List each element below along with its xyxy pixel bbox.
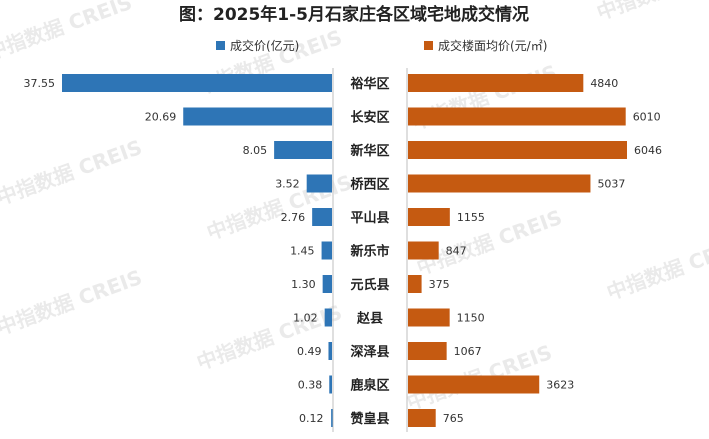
- price-value-label: 37.55: [24, 77, 56, 90]
- watermark-text: 中指数据 CREIS: [0, 265, 145, 340]
- legend: 成交价(亿元) 成交楼面均价(元/㎡): [216, 38, 547, 53]
- watermark-text: 中指数据 CREIS: [0, 0, 135, 65]
- floor-price-value-label: 375: [429, 278, 450, 291]
- category-label: 赞皇县: [349, 411, 389, 427]
- price-bar: [321, 241, 332, 260]
- floor-price-bar: [408, 241, 439, 260]
- price-bar: [331, 409, 333, 427]
- floor-price-value-label: 5037: [597, 178, 625, 191]
- floor-price-bar: [408, 342, 447, 360]
- legend-swatch-floor-price: [424, 41, 433, 50]
- floor-price-bar: [408, 141, 627, 159]
- floor-price-value-label: 1155: [457, 211, 485, 224]
- category-label: 新华区: [350, 143, 389, 159]
- price-value-label: 2.76: [281, 211, 306, 224]
- category-label: 新乐市: [350, 244, 389, 260]
- watermark-text: 中指数据 CREIS: [0, 135, 145, 210]
- price-value-label: 1.02: [293, 312, 318, 325]
- price-bar: [183, 107, 332, 126]
- category-label: 赵县: [356, 311, 383, 327]
- floor-price-value-label: 3623: [546, 379, 574, 392]
- floor-price-value-label: 1150: [457, 312, 485, 325]
- chart-title: 图：2025年1-5月石家庄各区域宅地成交情况: [179, 4, 529, 25]
- price-bar: [328, 342, 332, 360]
- category-label: 长安区: [350, 110, 389, 126]
- floor-price-bar: [408, 375, 540, 394]
- floor-price-bar: [408, 275, 422, 293]
- floor-price-value-label: 6046: [634, 144, 662, 157]
- floor-price-bar: [408, 409, 436, 427]
- watermark-text: 中指数据 CREIS: [604, 230, 709, 305]
- price-value-label: 3.52: [275, 178, 300, 191]
- category-label: 裕华区: [349, 76, 389, 92]
- floor-price-value-label: 847: [446, 245, 467, 258]
- floor-price-value-label: 765: [443, 412, 464, 425]
- watermark-text: 中指数据 CREIS: [194, 300, 346, 375]
- price-value-label: 0.49: [297, 345, 322, 358]
- price-bar: [324, 308, 332, 327]
- category-label: 平山县: [350, 210, 389, 226]
- category-label: 桥西区: [350, 177, 389, 193]
- price-bar: [274, 141, 332, 159]
- price-bar: [62, 74, 332, 92]
- floor-price-bar: [408, 74, 584, 92]
- bars-layer: 37.55 裕华区 4840 20.69 长安区 6010 8.05 新华区 6046 3.52 桥…: [24, 74, 662, 427]
- legend-swatch-price: [216, 41, 225, 50]
- floor-price-value-label: 1067: [454, 345, 482, 358]
- category-label: 元氏县: [350, 278, 389, 293]
- price-value-label: 0.38: [298, 379, 323, 392]
- category-label: 深泽县: [350, 344, 389, 360]
- legend-label-floor-price: 成交楼面均价(元/㎡): [438, 38, 547, 53]
- watermark-text: 中指数据 CREIS: [594, 0, 709, 25]
- floor-price-bar: [408, 208, 450, 226]
- price-bar: [306, 174, 332, 193]
- price-bar: [312, 208, 332, 226]
- price-bar: [322, 275, 332, 293]
- floor-price-bar: [408, 107, 626, 126]
- price-value-label: 8.05: [243, 144, 268, 157]
- price-value-label: 1.45: [290, 245, 315, 258]
- price-bar: [329, 375, 332, 394]
- floor-price-value-label: 6010: [633, 111, 661, 124]
- legend-label-price: 成交价(亿元): [230, 38, 299, 53]
- category-label: 鹿泉区: [350, 378, 389, 394]
- floor-price-bar: [408, 174, 591, 193]
- floor-price-bar: [408, 308, 450, 327]
- price-value-label: 20.69: [145, 111, 177, 124]
- price-value-label: 1.30: [291, 278, 316, 291]
- price-value-label: 0.12: [299, 412, 324, 425]
- floor-price-value-label: 4840: [590, 77, 618, 90]
